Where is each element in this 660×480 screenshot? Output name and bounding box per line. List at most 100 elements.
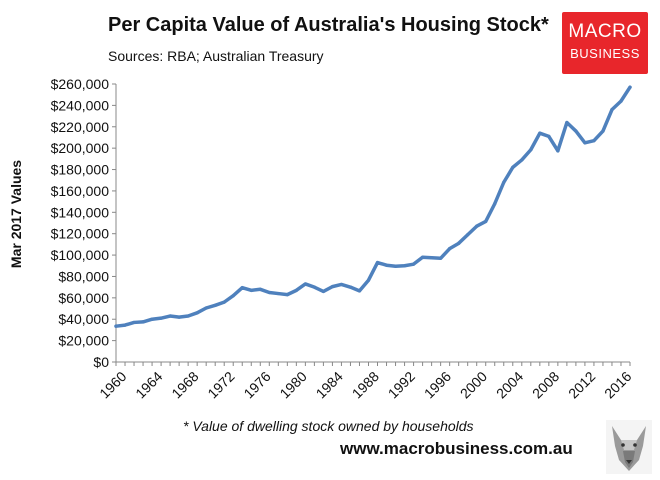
data-point <box>132 320 136 325</box>
data-point <box>267 290 271 295</box>
data-point <box>249 288 253 292</box>
x-tick-label: 1996 <box>421 368 454 401</box>
y-tick-label: $40,000 <box>58 311 109 327</box>
data-point <box>384 263 389 267</box>
data-point <box>150 317 154 321</box>
data-point <box>511 165 515 169</box>
data-point <box>393 264 398 268</box>
y-tick-label: $120,000 <box>51 226 110 242</box>
data-point <box>475 224 479 228</box>
x-axis-ticks <box>115 362 631 366</box>
x-tick-label: 2016 <box>601 368 634 401</box>
chart-sources: Sources: RBA; Australian Treasury <box>108 48 324 64</box>
x-tick-label: 1968 <box>168 368 201 401</box>
y-axis-labels: $0 $20,000 $40,000 $60,000 $80,000 $100,000 $1… <box>51 76 110 370</box>
wolf-logo-icon <box>606 420 652 474</box>
data-point <box>466 233 470 237</box>
data-point <box>484 219 488 223</box>
logo-text-macro: MACRO <box>568 21 642 42</box>
data-point <box>294 288 298 292</box>
data-point <box>231 294 235 298</box>
data-point <box>303 282 307 286</box>
data-point <box>330 285 335 289</box>
data-point <box>285 293 289 297</box>
macrobusiness-logo: MACRO BUSINESS <box>562 12 648 74</box>
x-axis-labels: 1960 1964 1968 1972 1976 1980 1984 1988 1992 1996… <box>96 368 634 401</box>
y-tick-label: $100,000 <box>51 247 110 263</box>
x-tick-label: 2000 <box>457 368 490 401</box>
data-point <box>493 202 497 206</box>
x-tick-label: 1972 <box>204 368 237 401</box>
data-point <box>114 324 118 328</box>
data-point <box>357 289 362 293</box>
data-point <box>186 314 190 318</box>
data-point <box>339 282 344 287</box>
data-point <box>502 180 506 184</box>
logo-text-business: BUSINESS <box>570 46 640 61</box>
data-point <box>168 314 172 318</box>
data-point <box>240 286 244 290</box>
data-point <box>628 85 632 89</box>
y-tick-label: $60,000 <box>58 290 109 306</box>
data-point <box>538 131 542 135</box>
data-point <box>556 149 560 153</box>
data-point <box>610 108 614 112</box>
data-point <box>141 320 145 324</box>
data-point <box>583 141 587 145</box>
data-point <box>411 262 416 266</box>
data-point <box>619 99 623 103</box>
y-tick-label: $140,000 <box>51 204 110 220</box>
website-url: www.macrobusiness.com.au <box>340 439 573 458</box>
data-point <box>312 285 316 289</box>
data-point <box>448 247 452 251</box>
data-point <box>258 287 262 291</box>
data-point <box>592 139 596 143</box>
x-tick-label: 2004 <box>493 368 526 401</box>
x-tick-label: 1984 <box>313 368 346 401</box>
data-point <box>159 316 163 320</box>
data-point <box>375 260 380 265</box>
data-point <box>195 311 199 315</box>
x-tick-label: 1960 <box>96 368 129 401</box>
data-point <box>213 303 217 307</box>
data-point <box>529 148 533 152</box>
data-point <box>457 241 461 245</box>
y-tick-label: $0 <box>93 354 109 370</box>
y-tick-label: $160,000 <box>51 183 110 199</box>
x-tick-label: 1976 <box>240 368 273 401</box>
data-point <box>276 291 280 296</box>
y-tick-label: $260,000 <box>51 76 110 92</box>
data-point <box>204 306 208 310</box>
y-tick-label: $20,000 <box>58 333 109 349</box>
y-axis-ticks <box>112 83 116 363</box>
data-point <box>420 255 425 259</box>
series-points <box>114 85 632 328</box>
data-point <box>321 289 326 294</box>
data-point <box>366 278 371 282</box>
data-point <box>123 323 127 327</box>
data-point <box>348 285 353 289</box>
y-tick-label: $220,000 <box>51 119 110 135</box>
series-line-housing-value <box>114 85 632 328</box>
data-point <box>402 264 407 268</box>
x-tick-label: 2008 <box>529 368 562 401</box>
x-tick-label: 1964 <box>132 368 165 401</box>
y-tick-label: $240,000 <box>51 97 110 113</box>
data-point <box>601 129 605 133</box>
data-point <box>222 300 226 304</box>
data-point <box>430 256 434 260</box>
data-point <box>177 315 181 319</box>
y-tick-label: $200,000 <box>51 140 110 156</box>
data-point <box>547 134 551 138</box>
y-tick-label: $180,000 <box>51 162 110 178</box>
chart-title: Per Capita Value of Australia's Housing … <box>108 14 549 36</box>
x-tick-label: 1980 <box>276 368 309 401</box>
x-tick-label: 1992 <box>385 368 418 401</box>
x-tick-label: 1988 <box>349 368 382 401</box>
x-tick-label: 2012 <box>565 368 598 401</box>
y-tick-label: $80,000 <box>58 268 109 284</box>
data-point <box>574 129 578 133</box>
data-point <box>439 256 443 260</box>
footnote: * Value of dwelling stock owned by house… <box>183 418 474 434</box>
